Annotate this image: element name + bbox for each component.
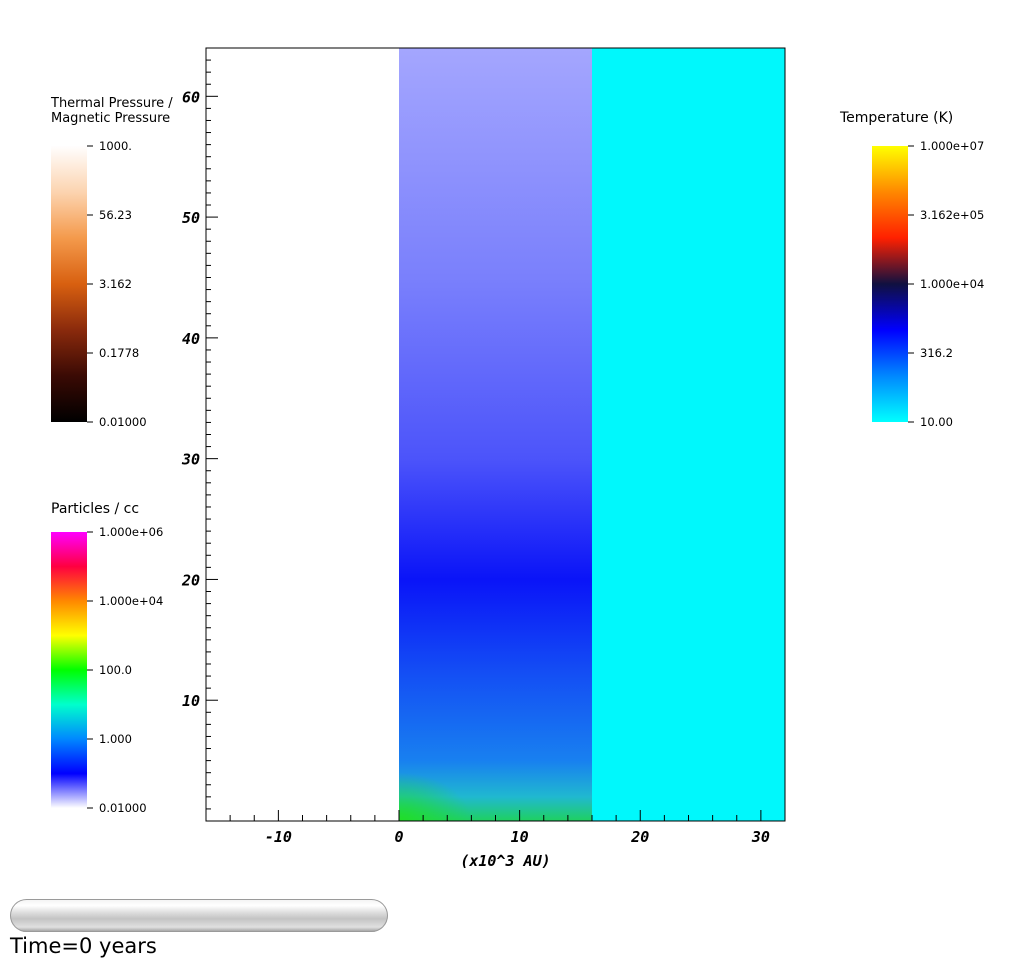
y-tick-label: 40 bbox=[182, 330, 200, 348]
x-axis-label: (x10^3 AU) bbox=[460, 852, 550, 870]
region-0 bbox=[206, 48, 399, 821]
x-tick-label: 30 bbox=[751, 828, 770, 846]
colorbar-label: 56.23 bbox=[99, 208, 132, 222]
region-1 bbox=[399, 48, 592, 821]
colorbar-label: 10.00 bbox=[920, 415, 953, 429]
colorbar-label: 0.01000 bbox=[99, 801, 147, 815]
colorbar-title: Particles / cc bbox=[51, 501, 139, 517]
x-tick-label: 20 bbox=[630, 828, 649, 846]
colorbar-title: Thermal Pressure / bbox=[50, 96, 173, 111]
x-tick-label: -10 bbox=[265, 828, 292, 846]
time-progress-bar bbox=[10, 899, 388, 932]
y-tick-label: 60 bbox=[182, 88, 200, 106]
time-label: Time=0 years bbox=[10, 934, 157, 958]
colorbar-title: Magnetic Pressure bbox=[51, 111, 170, 126]
x-tick-label: 10 bbox=[511, 828, 529, 846]
colorbar-label: 3.162 bbox=[99, 277, 132, 291]
colorbar-label: 1.000e+04 bbox=[920, 277, 984, 291]
colorbar-label: 100.0 bbox=[99, 663, 132, 677]
colorbar-0 bbox=[51, 146, 87, 422]
colorbar-label: 0.1778 bbox=[99, 346, 139, 360]
colorbar-label: 1000. bbox=[99, 139, 132, 153]
colorbar-label: 1.000e+07 bbox=[920, 139, 984, 153]
x-tick-label: 0 bbox=[394, 828, 403, 846]
colorbar-1 bbox=[51, 532, 87, 808]
colorbar-label: 1.000 bbox=[99, 732, 132, 746]
colorbar-label: 1.000e+06 bbox=[99, 525, 163, 539]
colorbars: Thermal Pressure /Magnetic Pressure 1000.… bbox=[50, 96, 984, 815]
colorbar-label: 3.162e+05 bbox=[920, 208, 984, 222]
colorbar-title: Temperature (K) bbox=[839, 110, 953, 126]
y-tick-label: 10 bbox=[182, 692, 200, 710]
density-spot bbox=[399, 772, 472, 821]
region-2 bbox=[592, 48, 785, 821]
y-tick-label: 50 bbox=[182, 209, 200, 227]
axes: -10 0 10 20 30 10 20 30 40 50 60 (x10^3 AU) bbox=[181, 47, 786, 870]
plot-area bbox=[206, 48, 785, 821]
colorbar-label: 0.01000 bbox=[99, 415, 147, 429]
colorbar-label: 316.2 bbox=[920, 346, 953, 360]
y-tick-label: 30 bbox=[181, 451, 200, 469]
y-tick-label: 20 bbox=[181, 571, 200, 589]
colorbar-2 bbox=[872, 146, 908, 422]
colorbar-label: 1.000e+04 bbox=[99, 594, 163, 608]
